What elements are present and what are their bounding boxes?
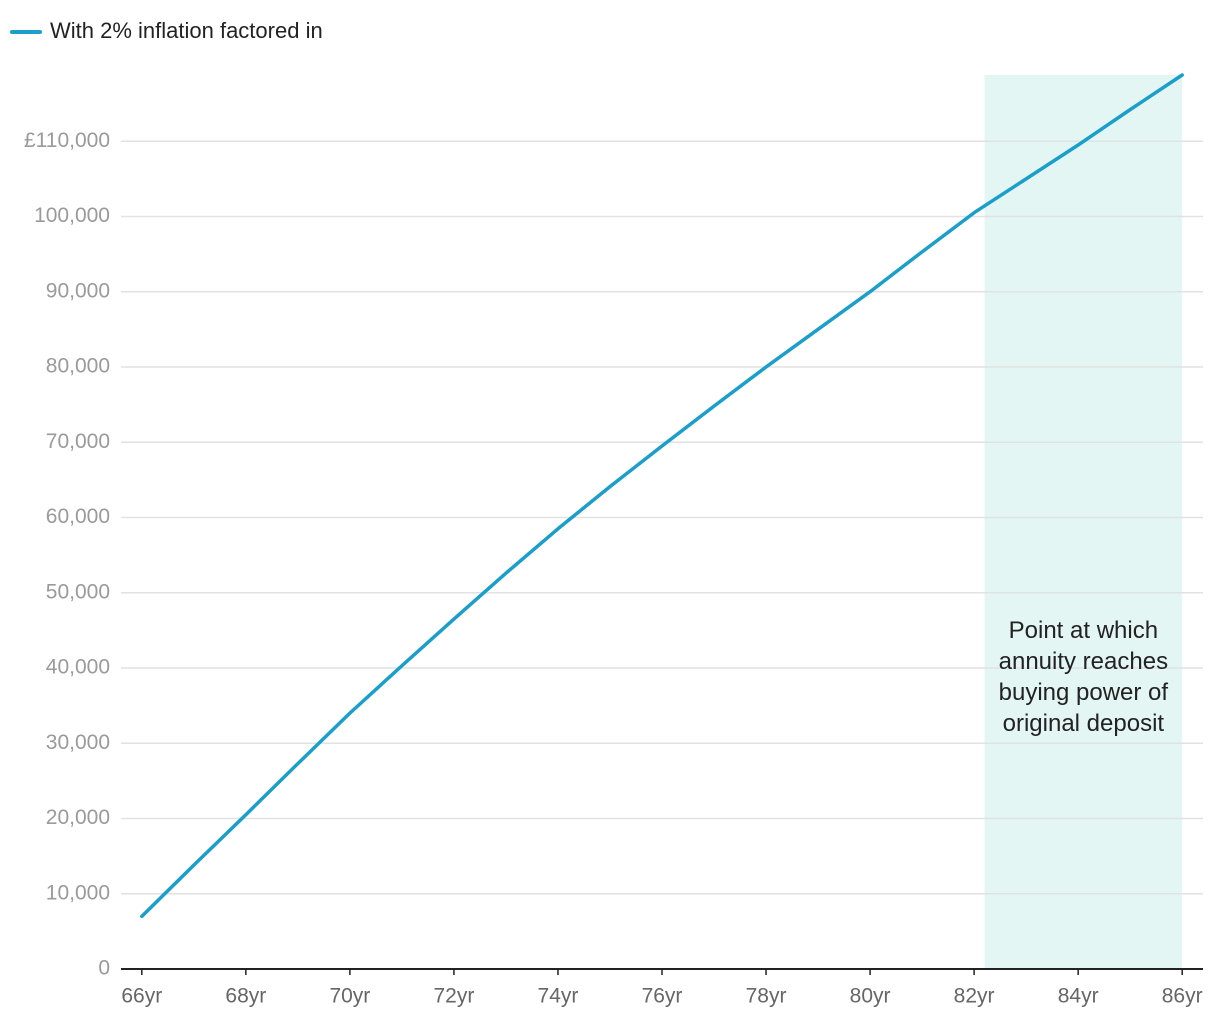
x-tick-label: 68yr	[225, 985, 266, 1008]
line-series	[140, 73, 1184, 919]
x-tick-label: 72yr	[433, 985, 474, 1008]
x-tick-label: 66yr	[121, 985, 162, 1008]
y-tick-label: 40,000	[46, 656, 110, 679]
y-tick-label: 100,000	[34, 204, 110, 227]
x-tick-label: 78yr	[746, 985, 787, 1008]
x-tick-label: 86yr	[1162, 985, 1203, 1008]
x-tick-label: 82yr	[954, 985, 995, 1008]
y-tick-label: 90,000	[46, 279, 110, 302]
y-tick-label: 80,000	[46, 355, 110, 378]
y-tick-label: 60,000	[46, 505, 110, 528]
x-tick-label: 76yr	[642, 985, 683, 1008]
y-tick-label: 50,000	[46, 580, 110, 603]
x-tick-label: 70yr	[329, 985, 370, 1008]
y-tick-label: 20,000	[46, 806, 110, 829]
y-tick-label: 0	[98, 957, 110, 980]
legend-label: With 2% inflation factored in	[50, 18, 323, 43]
highlight-band	[984, 75, 1183, 969]
y-tick-label: £110,000	[24, 129, 110, 152]
y-tick-label: 70,000	[46, 430, 110, 453]
x-tick-label: 84yr	[1058, 985, 1099, 1008]
y-tick-label: 30,000	[46, 731, 110, 754]
y-tick-label: 10,000	[46, 881, 110, 904]
x-tick-label: 74yr	[538, 985, 579, 1008]
annotation-text: Point at which annuity reaches buying po…	[998, 617, 1169, 737]
x-tick-label: 80yr	[850, 985, 891, 1008]
